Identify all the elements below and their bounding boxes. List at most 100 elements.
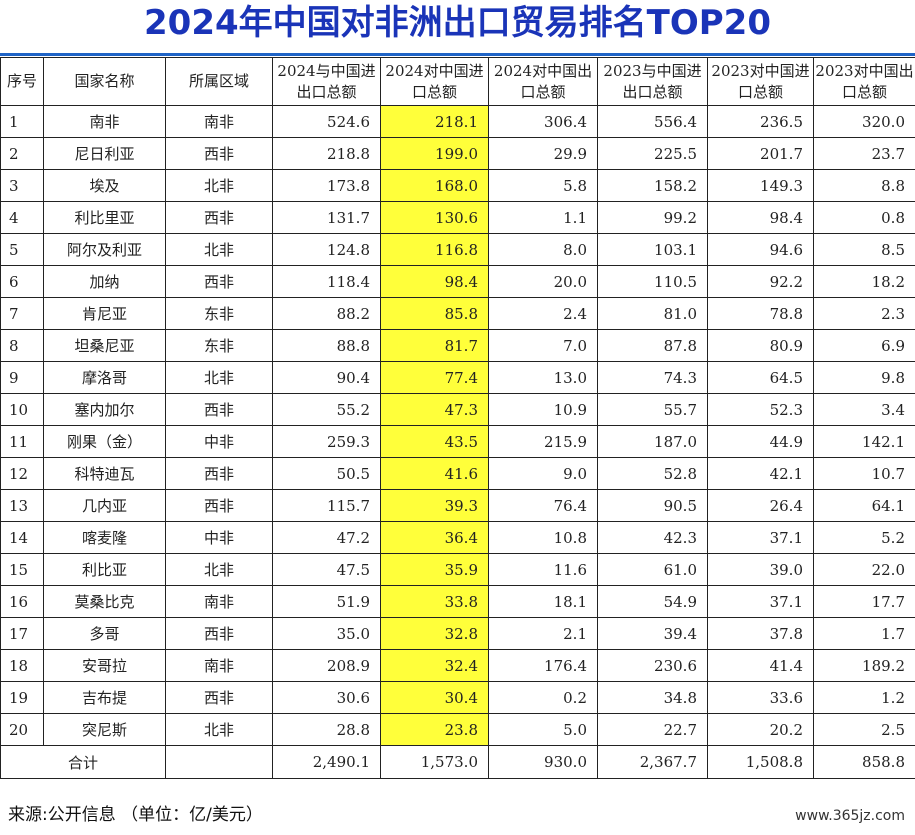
cell-import-2024: 35.9 [380, 553, 489, 586]
cell-total-2024: 47.5 [272, 553, 381, 586]
cell-export-2023: 8.8 [813, 169, 915, 202]
cell-export-2023: 2.3 [813, 297, 915, 330]
cell-import-2023: 41.4 [707, 649, 814, 682]
table-row: 2 尼日利亚 西非 218.8 199.0 29.9 225.5 201.7 23.7 [0, 137, 915, 170]
cell-seq: 18 [0, 649, 44, 682]
cell-import-2024: 199.0 [380, 137, 489, 170]
header-total-2024: 2024与中国进出口总额 [272, 57, 381, 106]
table-row: 5 阿尔及利亚 北非 124.8 116.8 8.0 103.1 94.6 8.5 [0, 233, 915, 266]
cell-import-2024: 43.5 [380, 425, 489, 458]
cell-total-2023: 81.0 [597, 297, 708, 330]
header-import-2024: 2024对中国进口总额 [380, 57, 489, 106]
cell-region: 西非 [165, 617, 273, 650]
table-row: 7 肯尼亚 东非 88.2 85.8 2.4 81.0 78.8 2.3 [0, 297, 915, 330]
cell-region: 西非 [165, 681, 273, 714]
cell-total-2023: 87.8 [597, 329, 708, 362]
cell-total-2023: 34.8 [597, 681, 708, 714]
cell-export-2024: 2.4 [488, 297, 598, 330]
cell-country: 喀麦隆 [43, 521, 166, 554]
totals-import-2024: 1,573.0 [380, 745, 489, 779]
header-export-2024: 2024对中国出口总额 [488, 57, 598, 106]
cell-country: 安哥拉 [43, 649, 166, 682]
cell-total-2024: 131.7 [272, 201, 381, 234]
cell-export-2023: 1.7 [813, 617, 915, 650]
cell-seq: 11 [0, 425, 44, 458]
header-seq: 序号 [0, 57, 44, 106]
cell-total-2023: 90.5 [597, 489, 708, 522]
cell-import-2023: 37.1 [707, 585, 814, 618]
cell-country: 尼日利亚 [43, 137, 166, 170]
cell-total-2024: 173.8 [272, 169, 381, 202]
header-total-2023: 2023与中国进出口总额 [597, 57, 708, 106]
cell-region: 西非 [165, 201, 273, 234]
cell-import-2023: 80.9 [707, 329, 814, 362]
table-row: 16 莫桑比克 南非 51.9 33.8 18.1 54.9 37.1 17.7 [0, 585, 915, 618]
cell-seq: 1 [0, 105, 44, 138]
cell-export-2024: 76.4 [488, 489, 598, 522]
cell-total-2023: 22.7 [597, 713, 708, 746]
cell-seq: 10 [0, 393, 44, 426]
cell-import-2023: 52.3 [707, 393, 814, 426]
cell-country: 莫桑比克 [43, 585, 166, 618]
cell-export-2024: 9.0 [488, 457, 598, 490]
cell-import-2024: 77.4 [380, 361, 489, 394]
cell-import-2023: 37.1 [707, 521, 814, 554]
cell-seq: 15 [0, 553, 44, 586]
cell-import-2024: 85.8 [380, 297, 489, 330]
table-row: 14 喀麦隆 中非 47.2 36.4 10.8 42.3 37.1 5.2 [0, 521, 915, 554]
table-row: 4 利比里亚 西非 131.7 130.6 1.1 99.2 98.4 0.8 [0, 201, 915, 234]
cell-import-2023: 78.8 [707, 297, 814, 330]
cell-seq: 13 [0, 489, 44, 522]
cell-import-2024: 30.4 [380, 681, 489, 714]
cell-export-2024: 29.9 [488, 137, 598, 170]
cell-region: 南非 [165, 585, 273, 618]
cell-import-2023: 42.1 [707, 457, 814, 490]
table-row: 13 几内亚 西非 115.7 39.3 76.4 90.5 26.4 64.1 [0, 489, 915, 522]
cell-region: 中非 [165, 425, 273, 458]
totals-label: 合计 [0, 745, 166, 779]
cell-export-2024: 176.4 [488, 649, 598, 682]
cell-export-2024: 20.0 [488, 265, 598, 298]
cell-export-2023: 0.8 [813, 201, 915, 234]
cell-import-2024: 116.8 [380, 233, 489, 266]
cell-country: 几内亚 [43, 489, 166, 522]
cell-import-2024: 36.4 [380, 521, 489, 554]
totals-import-2023: 1,508.8 [707, 745, 814, 779]
cell-total-2023: 158.2 [597, 169, 708, 202]
table-row: 9 摩洛哥 北非 90.4 77.4 13.0 74.3 64.5 9.8 [0, 361, 915, 394]
cell-import-2023: 33.6 [707, 681, 814, 714]
cell-country: 加纳 [43, 265, 166, 298]
cell-export-2023: 10.7 [813, 457, 915, 490]
cell-total-2023: 103.1 [597, 233, 708, 266]
header-export-2023: 2023对中国出口总额 [813, 57, 915, 106]
cell-total-2024: 51.9 [272, 585, 381, 618]
cell-export-2023: 2.5 [813, 713, 915, 746]
cell-total-2023: 42.3 [597, 521, 708, 554]
cell-export-2024: 18.1 [488, 585, 598, 618]
cell-import-2023: 39.0 [707, 553, 814, 586]
cell-import-2024: 39.3 [380, 489, 489, 522]
cell-total-2024: 47.2 [272, 521, 381, 554]
cell-seq: 12 [0, 457, 44, 490]
cell-export-2023: 189.2 [813, 649, 915, 682]
cell-country: 阿尔及利亚 [43, 233, 166, 266]
table-row: 6 加纳 西非 118.4 98.4 20.0 110.5 92.2 18.2 [0, 265, 915, 298]
totals-row: 合计 2,490.1 1,573.0 930.0 2,367.7 1,508.8… [0, 745, 915, 779]
cell-country: 塞内加尔 [43, 393, 166, 426]
cell-total-2023: 54.9 [597, 585, 708, 618]
cell-total-2024: 28.8 [272, 713, 381, 746]
cell-region: 西非 [165, 393, 273, 426]
cell-country: 利比里亚 [43, 201, 166, 234]
cell-region: 西非 [165, 489, 273, 522]
cell-country: 科特迪瓦 [43, 457, 166, 490]
cell-region: 北非 [165, 169, 273, 202]
cell-import-2024: 81.7 [380, 329, 489, 362]
cell-total-2024: 115.7 [272, 489, 381, 522]
cell-import-2023: 44.9 [707, 425, 814, 458]
cell-country: 突尼斯 [43, 713, 166, 746]
cell-total-2024: 218.8 [272, 137, 381, 170]
cell-country: 南非 [43, 105, 166, 138]
page-title: 2024年中国对非洲出口贸易排名TOP20 [144, 3, 771, 43]
cell-region: 南非 [165, 105, 273, 138]
cell-seq: 4 [0, 201, 44, 234]
